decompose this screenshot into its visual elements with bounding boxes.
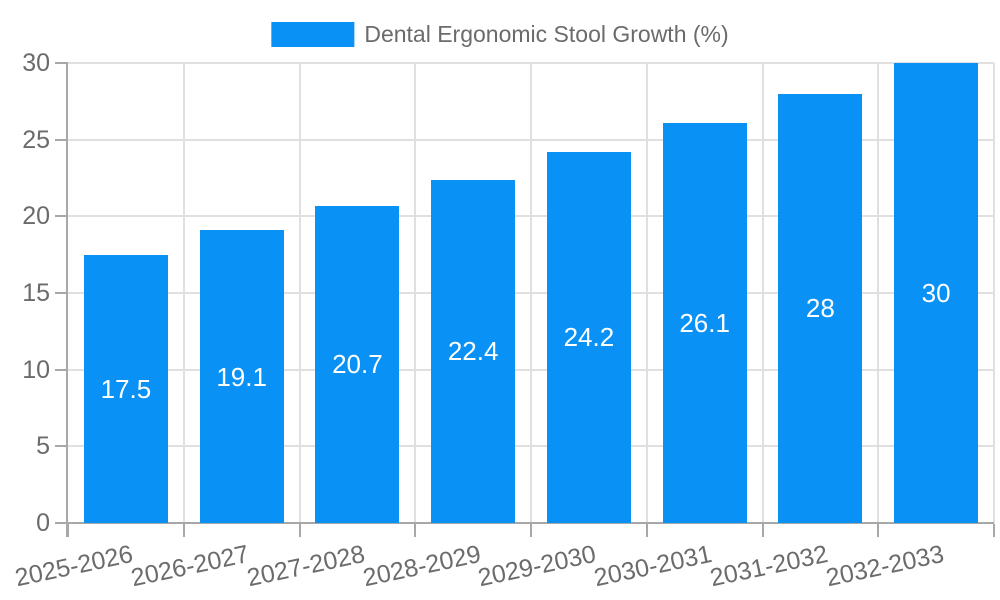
y-axis-tick	[55, 62, 66, 64]
legend-swatch	[271, 22, 355, 47]
y-tick-label: 5	[36, 432, 50, 461]
x-tick-label: 2030-2031	[591, 540, 715, 593]
x-tick-label: 2025-2026	[12, 540, 136, 593]
y-tick-label: 25	[22, 125, 50, 154]
x-axis-tick	[530, 524, 532, 537]
x-tick-label: 2027-2028	[244, 540, 368, 593]
bar-value-label: 22.4	[447, 336, 499, 367]
y-axis-tick	[55, 215, 66, 218]
y-tick-label: 30	[22, 49, 50, 77]
bar-value-label: 28	[805, 293, 835, 324]
bar-value-label: 19.1	[216, 361, 267, 392]
y-tick-label: 10	[22, 355, 50, 384]
x-axis-tick	[298, 524, 301, 537]
bar-value-label: 26.1	[679, 307, 730, 338]
gridline-vertical	[993, 63, 995, 523]
x-tick-label: 2032-2033	[823, 540, 946, 593]
plot-area: 0 5 10 15 20 25 30 17.5 2025-2026 19.1 2026-2027 20…	[13, 50, 995, 592]
bar[interactable]: 24.2	[546, 151, 631, 523]
bar-value-label: 20.7	[332, 349, 383, 380]
y-axis-tick	[55, 138, 66, 141]
y-tick-label: 20	[22, 202, 50, 231]
gridline-horizontal	[68, 368, 994, 371]
bar-value-label: 24.2	[563, 322, 615, 353]
x-tick-label: 2028-2029	[360, 540, 483, 593]
x-tick-label: 2031-2032	[707, 540, 831, 593]
x-tick-label: 2029-2030	[475, 540, 599, 593]
y-tick-label: 15	[22, 279, 50, 307]
bar[interactable]: 22.4	[431, 179, 516, 523]
x-axis-tick	[877, 524, 880, 537]
legend-label: Dental Ergonomic Stool Growth (%)	[364, 21, 729, 47]
x-axis-tick	[993, 524, 995, 537]
x-axis-tick	[414, 524, 417, 537]
bar[interactable]: 26.1	[662, 122, 747, 523]
chart-legend[interactable]: Dental Ergonomic Stool Growth (%)	[271, 21, 729, 48]
bar-value-label: 30	[921, 278, 951, 308]
y-axis-line	[66, 62, 68, 537]
x-axis-tick	[67, 524, 69, 537]
gridline-horizontal	[68, 215, 994, 218]
y-tick-label: 0	[36, 509, 50, 537]
bar-value-label: 17.5	[100, 373, 152, 404]
gridline-horizontal	[68, 62, 994, 64]
bar[interactable]: 17.5	[83, 254, 168, 523]
y-axis-tick	[55, 522, 66, 524]
x-axis-tick	[645, 524, 648, 537]
y-axis-tick	[55, 445, 66, 448]
gridline-horizontal	[68, 445, 994, 448]
y-axis-tick	[55, 292, 66, 294]
bar[interactable]: 19.1	[199, 230, 284, 523]
bar[interactable]: 20.7	[315, 205, 400, 523]
bar[interactable]: 28	[778, 93, 863, 523]
bar[interactable]: 30	[894, 63, 979, 523]
x-tick-label: 2026-2027	[128, 540, 252, 593]
x-axis-tick	[182, 524, 185, 537]
gridline-horizontal	[68, 138, 994, 141]
x-axis-line	[66, 522, 994, 524]
gridline-horizontal	[68, 292, 994, 294]
y-axis-tick	[55, 368, 66, 371]
x-axis-tick	[761, 524, 764, 537]
